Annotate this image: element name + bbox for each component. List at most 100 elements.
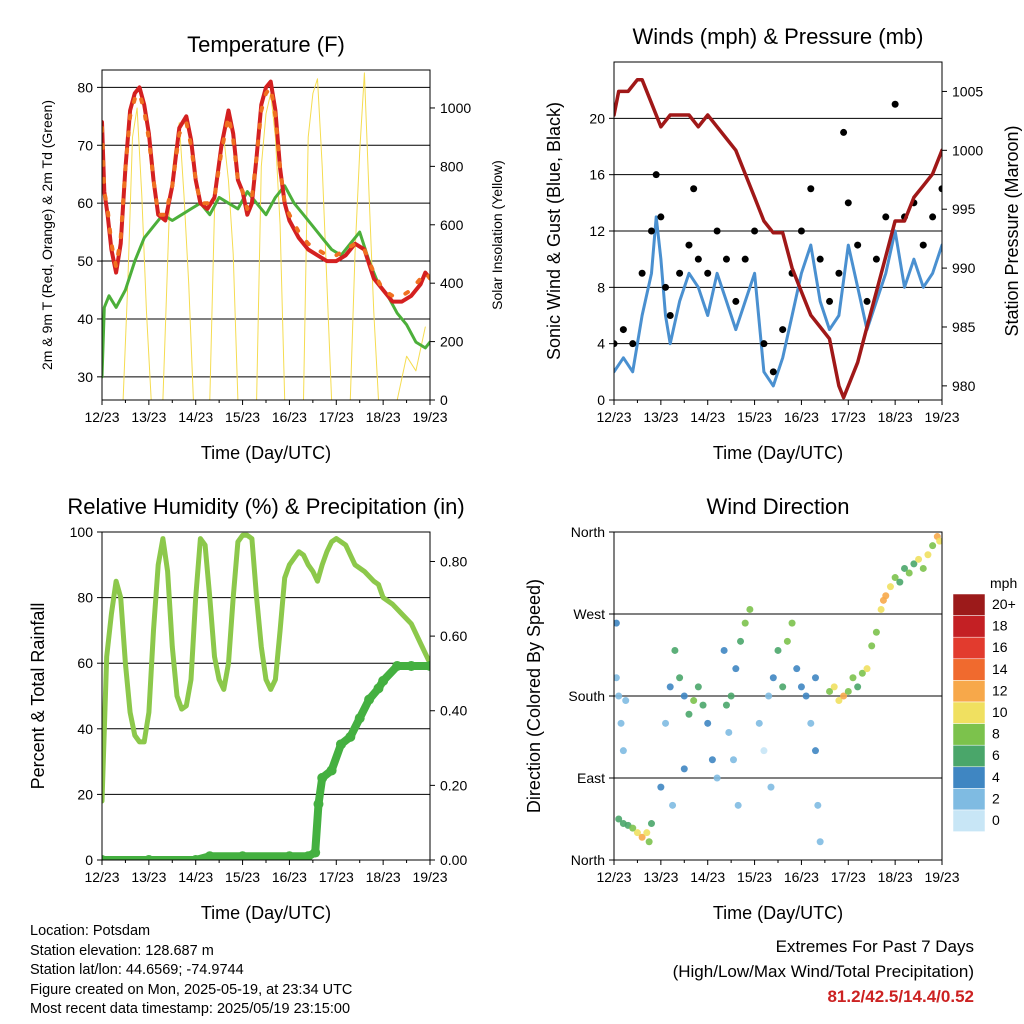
y2-tick-label: 0.20 bbox=[440, 777, 467, 793]
x-tick-label: 19/23 bbox=[924, 869, 959, 885]
colorbar-swatch bbox=[952, 744, 986, 768]
direction-point bbox=[868, 642, 876, 650]
direction-point bbox=[816, 838, 824, 846]
direction-point bbox=[741, 619, 749, 627]
y-axis-label: Direction (Colored By Speed) bbox=[524, 579, 544, 813]
y-axis-label: Percent & Total Rainfall bbox=[28, 603, 48, 790]
colorbar-swatch bbox=[952, 615, 986, 638]
gust-point bbox=[872, 255, 880, 263]
direction-point bbox=[669, 801, 677, 809]
y-tick-label: 12 bbox=[589, 223, 605, 239]
y2-tick-label: 985 bbox=[952, 319, 976, 335]
direction-point bbox=[638, 833, 646, 841]
gust-point bbox=[614, 340, 618, 348]
chart-title: Relative Humidity (%) & Precipitation (i… bbox=[67, 494, 464, 519]
y2-tick-label: 995 bbox=[952, 201, 976, 217]
direction-point bbox=[849, 674, 857, 682]
extremes-block: Extremes For Past 7 Days (High/Low/Max W… bbox=[673, 934, 974, 1009]
colorbar-label: 8 bbox=[992, 726, 1000, 742]
direction-point bbox=[929, 542, 937, 550]
x-tick-label: 15/23 bbox=[737, 409, 772, 425]
series-relative-humidity-line bbox=[102, 532, 430, 804]
extremes-subtitle: (High/Low/Max Wind/Total Precipitation) bbox=[672, 962, 974, 981]
rainfall-point bbox=[392, 660, 403, 671]
colorbar-label: 12 bbox=[992, 682, 1008, 698]
extremes-values: 81.2/42.5/14.4/0.52 bbox=[827, 987, 974, 1006]
direction-point bbox=[732, 665, 740, 673]
y-tick-label: West bbox=[573, 606, 605, 622]
x-tick-label: 13/23 bbox=[643, 869, 678, 885]
direction-point bbox=[919, 564, 927, 572]
chart-title: Temperature (F) bbox=[187, 32, 345, 57]
direction-point bbox=[704, 719, 712, 727]
direction-point bbox=[896, 578, 904, 586]
series-group bbox=[614, 533, 942, 846]
colorbar-label: 0 bbox=[992, 812, 1000, 828]
x-tick-label: 18/23 bbox=[366, 409, 401, 425]
y-tick-label: 80 bbox=[77, 590, 93, 606]
series-station-pressure-line bbox=[614, 77, 942, 400]
rainfall-point bbox=[345, 731, 356, 742]
direction-point bbox=[797, 683, 805, 691]
direction-point bbox=[629, 824, 637, 832]
y-tick-label: 50 bbox=[77, 253, 93, 269]
direction-point bbox=[788, 619, 796, 627]
direction-point bbox=[680, 692, 688, 700]
y-tick-label: 100 bbox=[70, 524, 94, 540]
direction-point bbox=[647, 820, 655, 828]
x-tick-label: 12/23 bbox=[596, 869, 631, 885]
direction-point bbox=[936, 537, 942, 545]
direction-point bbox=[807, 719, 815, 727]
direction-point bbox=[633, 829, 641, 837]
x-tick-label: 15/23 bbox=[225, 409, 260, 425]
rainfall-point bbox=[425, 660, 430, 671]
rainfall-point bbox=[364, 694, 375, 705]
direction-point bbox=[844, 687, 852, 695]
direction-point bbox=[840, 692, 848, 700]
x-axis-label: Time (Day/UTC) bbox=[201, 443, 331, 463]
y2-axis-label: Solar Insolation (Yellow) bbox=[489, 160, 505, 310]
y-tick-label: 40 bbox=[77, 311, 93, 327]
x-tick-label: 16/23 bbox=[272, 869, 307, 885]
y2-tick-label: 200 bbox=[440, 334, 464, 350]
gust-point bbox=[760, 340, 768, 348]
rainfall-point bbox=[102, 855, 107, 860]
x-axis-label: Time (Day/UTC) bbox=[201, 903, 331, 923]
rainfall-point bbox=[335, 739, 346, 750]
direction-point bbox=[614, 674, 620, 682]
gust-point bbox=[690, 185, 698, 193]
x-tick-label: 15/23 bbox=[225, 869, 260, 885]
direction-point bbox=[615, 815, 623, 823]
direction-point bbox=[727, 692, 735, 700]
x-tick-label: 17/23 bbox=[831, 409, 866, 425]
gust-point bbox=[807, 185, 815, 193]
direction-point bbox=[662, 719, 670, 727]
x-tick-label: 13/23 bbox=[643, 409, 678, 425]
direction-point bbox=[769, 674, 777, 682]
gust-point bbox=[685, 241, 693, 249]
rainfall-point bbox=[326, 765, 337, 776]
rainfall-point bbox=[313, 799, 324, 810]
y2-tick-label: 0.80 bbox=[440, 553, 467, 569]
plot-frame bbox=[613, 61, 943, 401]
x-tick-label: 18/23 bbox=[878, 869, 913, 885]
x-tick-label: 19/23 bbox=[412, 869, 447, 885]
y2-tick-label: 1000 bbox=[952, 142, 983, 158]
plot-frame bbox=[613, 531, 943, 861]
gust-point bbox=[797, 227, 805, 235]
colorbar-label: 16 bbox=[992, 639, 1008, 655]
x-tick-label: 18/23 bbox=[878, 409, 913, 425]
rainfall-point bbox=[354, 713, 365, 724]
direction-point bbox=[760, 747, 768, 755]
direction-point bbox=[737, 637, 745, 645]
direction-point bbox=[755, 719, 763, 727]
y-tick-label: North bbox=[571, 852, 605, 868]
direction-point bbox=[694, 683, 702, 691]
direction-point bbox=[802, 692, 810, 700]
gust-point bbox=[891, 100, 899, 108]
y2-axis-label: Station Pressure (Maroon) bbox=[1002, 125, 1022, 336]
colorbar-swatch bbox=[952, 788, 986, 811]
colorbar-swatch bbox=[952, 593, 986, 616]
gust-point bbox=[929, 213, 937, 221]
